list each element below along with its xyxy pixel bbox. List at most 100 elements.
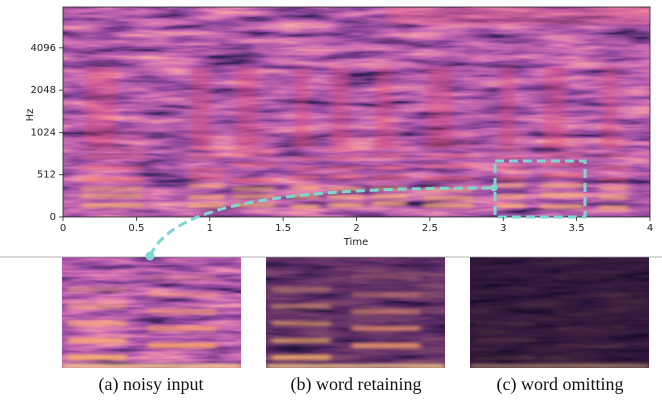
caption: (c) word omitting [497, 374, 624, 395]
harmonic [80, 203, 144, 208]
harmonic [147, 292, 217, 297]
panel-image [266, 257, 445, 368]
spectrogram [63, 7, 650, 217]
harmonic [495, 176, 526, 181]
harmonic [187, 175, 225, 180]
x-tick-label: 0 [60, 223, 66, 234]
x-tick-label: 1.5 [275, 223, 291, 234]
harmonic [598, 153, 628, 158]
harmonic [147, 275, 217, 280]
harmonic [80, 154, 144, 159]
floor [470, 364, 649, 368]
harmonic [327, 147, 364, 152]
panel-energy [266, 275, 445, 368]
y-tick-label: 0 [50, 212, 56, 223]
harmonic [187, 154, 225, 159]
panel-energy [470, 275, 649, 368]
harmonic [555, 343, 625, 348]
harmonic [422, 153, 474, 158]
harmonic [290, 175, 320, 180]
harmonic [422, 196, 474, 201]
harmonic [147, 309, 217, 314]
harmonic [271, 321, 331, 326]
harmonic [67, 287, 127, 292]
harmonic [187, 167, 225, 172]
formant-band [426, 66, 453, 148]
harmonic [327, 203, 364, 208]
harmonic [555, 309, 625, 314]
harmonic [271, 355, 331, 360]
harmonic [539, 204, 584, 209]
harmonic [598, 177, 628, 182]
hf-band [385, 7, 650, 25]
y-axis-label: Hz [25, 109, 36, 122]
harmonic [351, 292, 421, 297]
harmonic [187, 183, 225, 188]
harmonic [495, 203, 526, 208]
harmonic [351, 343, 421, 348]
x-tick-label: 3 [500, 223, 506, 234]
harmonic [495, 183, 526, 188]
y-tick-label: 2048 [31, 85, 56, 96]
harmonic [539, 162, 584, 167]
connector-end [145, 251, 155, 261]
harmonic [539, 193, 584, 198]
connector [148, 186, 495, 257]
harmonic [67, 321, 127, 326]
y-tick-label: 4096 [31, 43, 56, 54]
harmonic [187, 203, 225, 208]
floor [266, 364, 445, 368]
x-tick-label: 2 [353, 223, 359, 234]
harmonic [290, 194, 320, 199]
harmonic [598, 165, 628, 170]
harmonic [80, 187, 144, 192]
x-tick-label: 2.5 [422, 223, 438, 234]
harmonic [598, 185, 628, 190]
formant-band [191, 66, 211, 148]
harmonic [327, 195, 364, 200]
harmonic [351, 326, 421, 331]
panel-image [62, 257, 241, 368]
harmonic [327, 155, 364, 160]
harmonic [327, 186, 364, 191]
harmonic [187, 146, 225, 151]
harmonic [475, 355, 535, 360]
harmonic [422, 176, 474, 181]
harmonic [371, 153, 408, 158]
harmonic [327, 166, 364, 171]
harmonic [351, 275, 421, 280]
harmonic [290, 185, 320, 190]
y-tick-label: 1024 [31, 127, 56, 138]
harmonic [495, 146, 526, 151]
x-tick-label: 0.5 [128, 223, 144, 234]
panel-energy [62, 275, 241, 368]
formant-band [499, 66, 515, 148]
harmonic [475, 338, 535, 343]
speech-energy [80, 7, 650, 210]
harmonic [80, 165, 144, 170]
harmonic [231, 186, 276, 191]
harmonic [231, 162, 276, 167]
harmonic [327, 174, 364, 179]
harmonic [231, 194, 276, 199]
formant-band [235, 66, 258, 148]
harmonic [422, 203, 474, 208]
harmonic [187, 195, 225, 200]
harmonic [290, 166, 320, 171]
x-axis-label: Time [343, 237, 368, 248]
floor [62, 364, 241, 368]
harmonic [290, 204, 320, 209]
harmonic [351, 309, 421, 314]
harmonic [598, 195, 628, 200]
x-tick-label: 3.5 [569, 223, 585, 234]
harmonic [555, 292, 625, 297]
harmonic [555, 275, 625, 280]
formant-band [294, 66, 310, 148]
harmonic [147, 326, 217, 331]
connector-end [490, 184, 498, 192]
harmonic [271, 338, 331, 343]
harmonic [371, 175, 408, 180]
harmonic [67, 355, 127, 360]
formant-band [84, 66, 117, 148]
